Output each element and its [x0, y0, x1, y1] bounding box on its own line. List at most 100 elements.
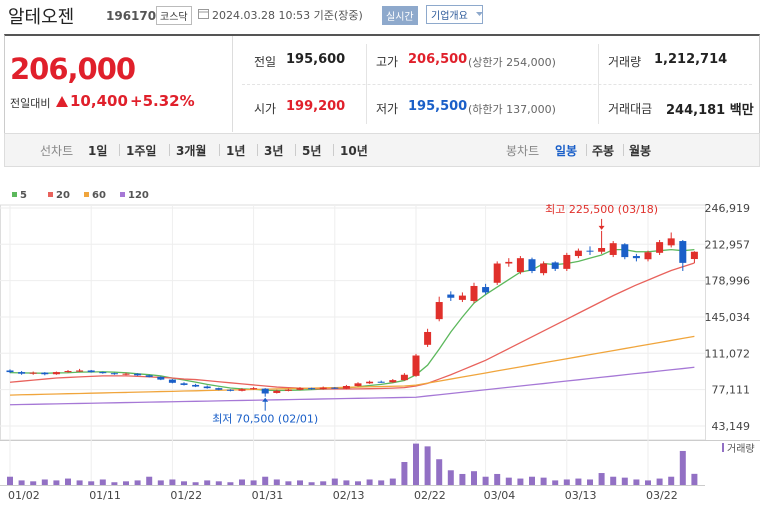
current-price: 206,000	[10, 52, 136, 86]
volume-bar	[123, 481, 129, 485]
candle-body	[41, 372, 49, 375]
volume-bar	[239, 479, 245, 485]
volume-bar	[471, 471, 477, 485]
tab[interactable]: 주봉	[592, 144, 615, 158]
volume-bar	[389, 478, 396, 485]
volume-bar	[227, 482, 234, 485]
x-tick-label: 01/02	[8, 489, 40, 502]
candle-body	[632, 256, 640, 259]
volume-bar	[447, 470, 454, 485]
volume-bar	[517, 478, 524, 485]
volume-bar	[552, 480, 559, 485]
field-label: 거래량	[608, 55, 642, 69]
tab[interactable]: 5년	[302, 144, 322, 158]
volume-bar	[679, 450, 686, 485]
volume-bar	[320, 481, 327, 485]
volume-bar	[41, 479, 48, 485]
candle-body	[516, 258, 524, 273]
field-value: 1,212,714	[654, 52, 728, 67]
candle-body	[412, 355, 420, 376]
tab[interactable]: 10년	[340, 144, 368, 158]
legend-label: 60	[92, 190, 106, 201]
candle-body	[574, 250, 582, 257]
stock-code: 196170	[106, 9, 157, 23]
volume-bar	[134, 480, 141, 485]
candle-body	[598, 248, 606, 252]
volume-bar	[563, 479, 570, 485]
candle-body	[296, 388, 304, 390]
candle-body	[331, 387, 339, 389]
volume-bar	[436, 459, 443, 485]
volume-bar	[494, 473, 501, 485]
volume-bar	[343, 480, 350, 485]
realtime-badge[interactable]: 실시간	[382, 6, 418, 25]
tab[interactable]: 1일	[88, 144, 108, 158]
tab[interactable]: 3년	[264, 144, 284, 158]
candle-body	[609, 243, 617, 255]
volume-bar	[378, 480, 385, 485]
volume-bar	[355, 481, 361, 485]
volume-bar	[575, 478, 582, 485]
candle-body	[621, 244, 629, 258]
moving-average-line	[9, 262, 695, 390]
tab[interactable]: 일봉	[555, 144, 578, 158]
candle-body	[273, 390, 281, 393]
volume-bar	[308, 482, 315, 485]
tab-separator	[169, 144, 170, 156]
legend-swatch	[120, 192, 125, 197]
candle-body	[528, 259, 536, 272]
candle-body	[354, 383, 362, 387]
tab[interactable]: 1주일	[126, 144, 157, 158]
x-tick-label: 01/11	[89, 489, 121, 502]
tab[interactable]: 1년	[226, 144, 246, 158]
candle-body	[134, 373, 142, 376]
candle-body	[470, 285, 478, 301]
legend-label: 거래량	[727, 443, 755, 455]
candle-body	[656, 242, 664, 253]
candle-body	[18, 372, 26, 374]
legend-swatch	[12, 192, 17, 197]
volume-bar	[169, 479, 176, 485]
candle-body	[482, 287, 490, 293]
annotation-arrowhead	[598, 225, 605, 230]
volume-bar	[18, 480, 25, 485]
company-button[interactable]: 기업개요	[426, 5, 483, 24]
candle-body	[250, 388, 258, 390]
y-tick-label: 145,034	[705, 311, 751, 324]
candle-body	[540, 263, 548, 274]
volume-bar	[598, 473, 605, 485]
candle-body	[493, 263, 501, 283]
legend-label: 20	[56, 190, 70, 201]
candle-body	[424, 331, 432, 345]
y-tick-label: 77,111	[712, 384, 751, 397]
volume-bar	[146, 476, 153, 485]
volume-bar	[297, 480, 303, 485]
candle-body	[679, 241, 687, 263]
volume-bar	[621, 477, 628, 485]
tab[interactable]: 3개월	[176, 144, 207, 158]
candle-body	[6, 370, 14, 373]
volume-bar	[413, 443, 419, 485]
chart: 246,919 212,957 178,996 145,034 111,072 77,11…	[0, 190, 760, 502]
candle-body	[319, 387, 327, 390]
tab[interactable]: 월봉	[629, 144, 652, 158]
volume-bar	[668, 476, 675, 485]
candle-body	[505, 261, 513, 264]
volume-bar	[53, 480, 60, 485]
candle-body	[180, 383, 188, 385]
volume-bar	[401, 462, 408, 485]
annotation: 최저 70,500 (02/01)	[212, 413, 318, 426]
field-value: 195,600	[286, 52, 346, 67]
volume-bar	[99, 479, 106, 485]
candle-body	[284, 389, 292, 391]
volume-bar	[691, 473, 698, 485]
candle-body	[308, 388, 316, 390]
volume-bar	[204, 480, 211, 485]
x-tick-label: 02/22	[414, 489, 446, 502]
y-tick-label: 212,957	[705, 238, 751, 251]
candle-body	[667, 238, 675, 246]
field-label: 저가	[376, 102, 399, 116]
candle-body	[389, 380, 397, 383]
candle-body	[238, 389, 246, 391]
